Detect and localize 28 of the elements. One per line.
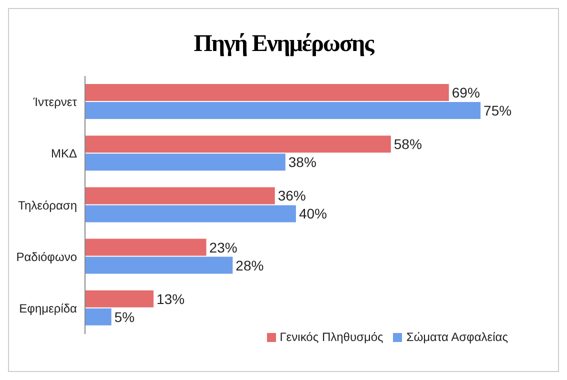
bar	[85, 136, 391, 153]
bar	[85, 187, 275, 204]
y-tick-label: Ίντερνετ	[32, 95, 78, 110]
bar	[85, 84, 449, 101]
bar	[85, 102, 481, 119]
data-label: 75%	[484, 102, 512, 118]
legend-label: Σώματα Ασφαλείας	[406, 330, 508, 344]
data-label: 69%	[452, 84, 480, 100]
data-label: 40%	[298, 206, 327, 222]
y-tick-label: Τηλεόραση	[18, 198, 77, 212]
bar	[85, 290, 154, 308]
bar	[85, 238, 206, 256]
bar	[85, 154, 286, 171]
y-tick-label: Ραδιόφωνο	[16, 250, 78, 264]
data-label: 23%	[209, 239, 238, 256]
data-label: 5%	[114, 308, 135, 325]
data-label: 38%	[288, 154, 316, 170]
bar	[85, 256, 233, 274]
bar	[85, 205, 296, 222]
legend-label: Γενικός Πληθυσμός	[280, 330, 384, 344]
data-label: 58%	[394, 136, 422, 152]
y-tick-label: Εφημερίδα	[19, 301, 78, 316]
y-tick-label: ΜΚΔ	[50, 146, 77, 161]
data-label: 13%	[156, 290, 185, 307]
data-label: 36%	[278, 188, 306, 204]
chart-title: Πηγή Ενημέρωσης	[192, 31, 376, 58]
bar	[85, 308, 112, 326]
data-label: 28%	[236, 257, 264, 274]
